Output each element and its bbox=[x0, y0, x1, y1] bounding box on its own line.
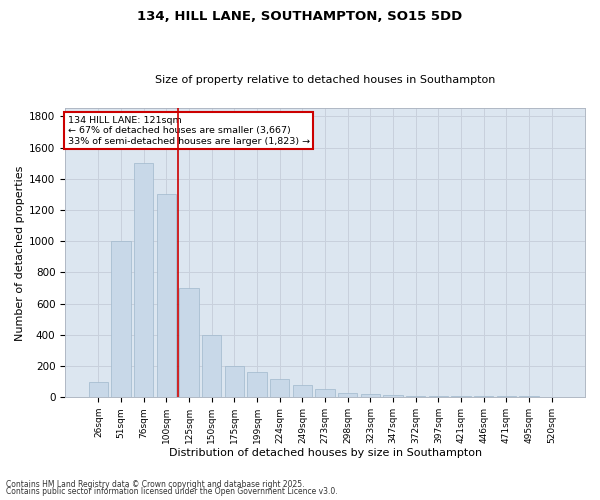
Bar bbox=[406, 396, 425, 397]
Bar bbox=[338, 392, 358, 397]
Bar bbox=[225, 366, 244, 397]
Text: 134, HILL LANE, SOUTHAMPTON, SO15 5DD: 134, HILL LANE, SOUTHAMPTON, SO15 5DD bbox=[137, 10, 463, 23]
Bar bbox=[270, 378, 289, 397]
Bar bbox=[316, 390, 335, 397]
Bar bbox=[383, 395, 403, 397]
Bar bbox=[157, 194, 176, 397]
Bar bbox=[520, 396, 539, 397]
Bar bbox=[112, 241, 131, 397]
Bar bbox=[247, 372, 267, 397]
Bar bbox=[293, 385, 312, 397]
Bar bbox=[429, 396, 448, 397]
Bar bbox=[474, 396, 493, 397]
X-axis label: Distribution of detached houses by size in Southampton: Distribution of detached houses by size … bbox=[169, 448, 482, 458]
Text: 134 HILL LANE: 121sqm
← 67% of detached houses are smaller (3,667)
33% of semi-d: 134 HILL LANE: 121sqm ← 67% of detached … bbox=[68, 116, 310, 146]
Bar bbox=[361, 394, 380, 397]
Text: Contains HM Land Registry data © Crown copyright and database right 2025.: Contains HM Land Registry data © Crown c… bbox=[6, 480, 305, 489]
Bar bbox=[89, 382, 108, 397]
Bar bbox=[497, 396, 516, 397]
Y-axis label: Number of detached properties: Number of detached properties bbox=[15, 165, 25, 340]
Bar bbox=[202, 335, 221, 397]
Bar bbox=[179, 288, 199, 397]
Text: Contains public sector information licensed under the Open Government Licence v3: Contains public sector information licen… bbox=[6, 487, 338, 496]
Title: Size of property relative to detached houses in Southampton: Size of property relative to detached ho… bbox=[155, 76, 495, 86]
Bar bbox=[451, 396, 471, 397]
Bar bbox=[134, 163, 154, 397]
